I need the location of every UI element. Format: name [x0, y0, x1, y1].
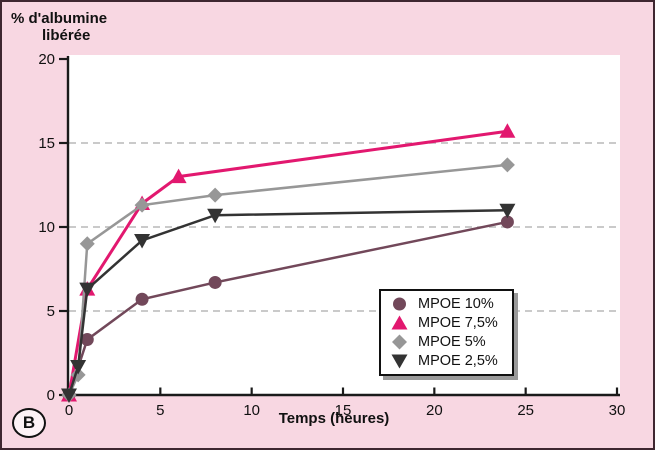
y-tick-label: 0 [47, 387, 55, 404]
x-tick-label: 20 [426, 402, 443, 419]
data-point-MPOE-2-5- [70, 359, 87, 375]
data-point-MPOE-10- [208, 275, 222, 289]
legend-label: MPOE 2,5% [418, 353, 498, 369]
y-tick-label: 5 [47, 303, 55, 320]
x-tick-label: 25 [517, 402, 534, 419]
data-point-MPOE-2-5- [499, 203, 516, 219]
y-tick-label: 20 [38, 51, 55, 68]
data-point-MPOE-10- [500, 215, 514, 229]
data-point-MPOE-2-5- [61, 388, 77, 403]
y-axis-title-line1: % d'albumine [11, 10, 108, 27]
panel-label: B [22, 413, 36, 432]
legend-item: MPOE 7,5% [390, 314, 512, 332]
x-tick-label: 10 [243, 402, 260, 419]
data-point-MPOE-5- [499, 157, 515, 173]
x-tick-label: 0 [65, 402, 73, 419]
y-tick-label: 15 [38, 135, 55, 152]
data-point-MPOE-5- [79, 236, 95, 252]
data-point-MPOE-10- [80, 333, 94, 347]
legend-label: MPOE 5% [418, 334, 486, 350]
x-tick-label: 30 [609, 402, 626, 419]
y-axis-title-line2: libérée [42, 27, 91, 44]
data-point-MPOE-10- [135, 292, 149, 306]
x-tick-label: 5 [156, 402, 164, 419]
legend-label: MPOE 10% [418, 296, 494, 312]
legend-marker-diamond [392, 334, 407, 350]
data-point-MPOE-2-5- [207, 208, 224, 224]
data-point-MPOE-2-5- [79, 282, 96, 298]
data-point-MPOE-2-5- [134, 233, 151, 249]
plot-background [69, 55, 620, 395]
legend-item: MPOE 2,5% [390, 352, 512, 370]
legend-marker-circle [393, 297, 406, 311]
legend-label: MPOE 7,5% [418, 315, 498, 331]
y-axis-title: % d'albumine libérée [11, 10, 107, 44]
x-axis-title: Temps (heures) [278, 410, 390, 427]
legend-marker-triangle-up [391, 315, 408, 330]
legend-item: MPOE 5% [390, 333, 512, 351]
legend-item: MPOE 10% [390, 295, 512, 313]
panel-label-badge: B [12, 408, 46, 438]
data-point-MPOE-7-5- [499, 123, 516, 138]
data-point-MPOE-5- [134, 197, 150, 213]
x-tick-label: 15 [335, 402, 352, 419]
legend-marker-triangle-down [391, 354, 408, 369]
data-point-MPOE-7-5- [170, 168, 187, 184]
legend: MPOE 10% MPOE 7,5% MPOE 5% MPOE 2,5% [379, 289, 514, 376]
data-point-MPOE-5- [207, 187, 223, 203]
y-tick-label: 10 [38, 219, 55, 236]
